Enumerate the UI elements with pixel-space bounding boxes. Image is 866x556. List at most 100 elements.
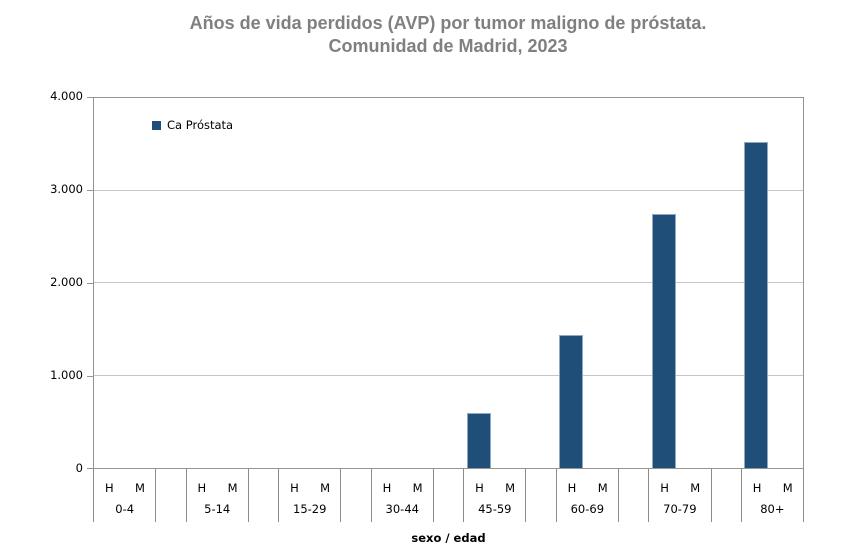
- column-spacer: [249, 98, 279, 468]
- column-spacer: [434, 98, 464, 468]
- bar-group-15-29: [279, 98, 342, 468]
- bar-group-70-79: [648, 98, 711, 468]
- column-H-80+: [741, 98, 772, 468]
- x-axis-spacer: [247, 469, 280, 522]
- column-H-60-69: [556, 98, 587, 468]
- column-spacer: [526, 98, 556, 468]
- gridline-3.000: [94, 189, 803, 191]
- sex-label-H-80+: H: [752, 481, 762, 495]
- y-tick-mark: [87, 468, 93, 469]
- x-group-80+: H M 80+: [742, 469, 803, 522]
- y-tick-label: 3.000: [50, 182, 83, 196]
- column-H-45-59: [463, 98, 494, 468]
- y-tick-mark: [87, 283, 93, 284]
- y-tick-label: 1.000: [50, 368, 83, 382]
- x-group-5-14: H M 5-14: [187, 469, 248, 522]
- chart-title: Años de vida perdidos (AVP) por tumor ma…: [78, 12, 818, 57]
- bar-columns: [94, 98, 803, 468]
- column-H-0-4: [94, 98, 125, 468]
- x-axis-spacer: [525, 469, 557, 522]
- column-M-70-79: [679, 98, 710, 468]
- x-axis-spacer: [710, 469, 742, 522]
- gridline-2.000: [94, 282, 803, 283]
- y-tick-label: 2.000: [50, 275, 83, 289]
- bar-H-45-59: [467, 412, 492, 468]
- column-H-5-14: [186, 98, 217, 468]
- column-M-45-59: [495, 98, 526, 468]
- x-axis-spacer: [340, 469, 372, 522]
- sex-label-M-45-59: M: [505, 481, 516, 495]
- x-group-60-69: H M 60-69: [557, 469, 618, 522]
- bar-group-30-44: [371, 98, 434, 468]
- y-tick-mark: [87, 97, 93, 98]
- sex-label-H-60-69: H: [567, 481, 577, 495]
- column-M-15-29: [310, 98, 341, 468]
- column-M-80+: [772, 98, 803, 468]
- y-tick-label: 0: [75, 461, 83, 475]
- column-M-60-69: [587, 98, 618, 468]
- sex-label-M-5-14: M: [227, 481, 238, 495]
- column-spacer: [341, 98, 371, 468]
- bar-group-45-59: [463, 98, 526, 468]
- column-spacer: [711, 98, 741, 468]
- bar-H-60-69: [559, 334, 584, 468]
- bar-group-80+: [741, 98, 804, 468]
- column-M-5-14: [218, 98, 249, 468]
- bar-group-0-4: [94, 98, 157, 468]
- sex-label-H-70-79: H: [660, 481, 669, 495]
- x-axis-title: sexo / edad: [411, 531, 486, 545]
- x-axis: H M 0-4 H M 5-14 H M 15-29 H M 30-44 H M 45-59 H M 60-69 H…: [93, 469, 804, 522]
- x-group-0-4: H M 0-4: [94, 469, 155, 522]
- sex-label-H-30-44: H: [382, 481, 392, 495]
- column-H-70-79: [648, 98, 679, 468]
- legend-swatch-icon: [152, 120, 161, 130]
- bar-group-5-14: [186, 98, 249, 468]
- age-label-70-79: 70-79: [663, 502, 697, 516]
- column-H-30-44: [371, 98, 402, 468]
- age-label-30-44: 30-44: [385, 502, 419, 516]
- x-axis-spacer: [432, 469, 465, 522]
- sex-label-H-15-29: H: [290, 481, 299, 495]
- sex-label-M-60-69: M: [597, 481, 608, 495]
- y-axis-labels: 0 1.000 2.000 3.000 4.000: [0, 89, 86, 475]
- bar-H-80+: [744, 142, 769, 468]
- age-label-60-69: 60-69: [570, 502, 605, 516]
- sex-label-M-80+: M: [782, 481, 793, 495]
- x-group-45-59: H M 45-59: [464, 469, 525, 522]
- legend-label: Ca Próstata: [167, 118, 234, 132]
- age-label-15-29: 15-29: [293, 502, 327, 516]
- x-group-70-79: H M 70-79: [649, 469, 710, 522]
- column-spacer: [618, 98, 648, 468]
- y-axis-ticks: [87, 97, 93, 469]
- bar-H-70-79: [651, 213, 676, 468]
- column-M-0-4: [125, 98, 156, 468]
- bar-group-60-69: [556, 98, 619, 468]
- chart-title-line2: Comunidad de Madrid, 2023: [328, 35, 568, 56]
- chart-title-line1: Años de vida perdidos (AVP) por tumor ma…: [189, 13, 707, 33]
- age-label-5-14: 5-14: [204, 502, 231, 516]
- sex-label-M-15-29: M: [320, 481, 331, 495]
- x-group-30-44: H M 30-44: [372, 469, 433, 522]
- x-axis-spacer: [617, 469, 650, 522]
- gridline-1.000: [94, 374, 803, 376]
- sex-label-H-0-4: H: [105, 481, 114, 495]
- y-tick-mark: [87, 376, 93, 377]
- sex-label-M-0-4: M: [135, 481, 145, 495]
- y-tick-label: 4.000: [50, 89, 83, 103]
- sex-label-H-5-14: H: [197, 481, 207, 495]
- column-spacer: [157, 98, 187, 468]
- legend: Ca Próstata: [152, 118, 233, 132]
- y-tick-mark: [87, 190, 93, 191]
- column-H-15-29: [279, 98, 310, 468]
- column-M-30-44: [402, 98, 433, 468]
- x-axis-spacer: [155, 469, 187, 522]
- plot-area: Ca Próstata: [93, 97, 804, 469]
- age-label-0-4: 0-4: [115, 502, 135, 516]
